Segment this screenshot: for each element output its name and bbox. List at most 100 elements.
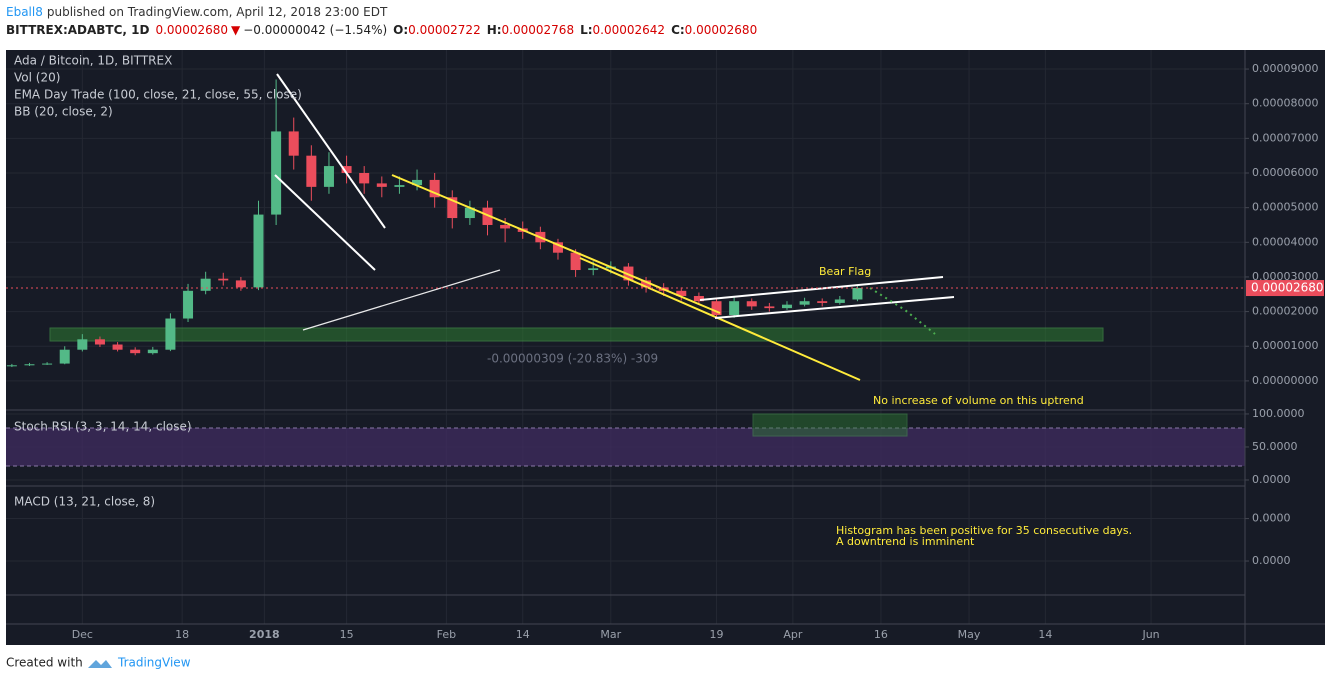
chart-area: [6, 50, 1325, 645]
h-val: 0.00002768: [502, 23, 575, 37]
c-label: C:: [671, 23, 685, 37]
candle-body: [271, 131, 282, 215]
candle-body: [165, 318, 176, 350]
footer-brand[interactable]: TradingView: [117, 656, 191, 670]
annotation: Bear Flag: [819, 265, 871, 278]
x-tick-label: Feb: [437, 628, 456, 641]
candle-body: [24, 364, 35, 366]
candle-body: [412, 179, 423, 186]
x-tick-label: 15: [340, 628, 354, 641]
pane-title: Stoch RSI (3, 3, 14, 14, close): [14, 420, 192, 434]
candle-body: [6, 365, 17, 367]
x-tick-label: May: [958, 628, 981, 641]
y-tick-label: 0.00000000: [1252, 374, 1318, 387]
candle-body: [253, 214, 264, 288]
candle-body: [59, 349, 70, 364]
candle-body: [729, 301, 740, 316]
candle-body: [799, 301, 810, 305]
y-tick-label: 0.00001000: [1252, 339, 1318, 352]
y-tick-label: 0.00002000: [1252, 305, 1318, 318]
y-tick-label: 0.00005000: [1252, 201, 1318, 214]
candle-body: [464, 207, 475, 219]
candle-body: [376, 183, 387, 187]
candle-body: [447, 197, 458, 219]
last: 0.00002680: [155, 23, 228, 37]
y-tick-label: 100.0000: [1252, 407, 1305, 420]
l-val: 0.00002642: [593, 23, 666, 37]
x-tick-label: 16: [874, 628, 888, 641]
candle-body: [359, 173, 370, 184]
candle-body: [42, 363, 53, 365]
x-tick-label: Jun: [1141, 628, 1159, 641]
trendline: [276, 73, 386, 229]
y-tick-label: 0.00003000: [1252, 270, 1318, 283]
header-line: Eball8 published on TradingView.com, Apri…: [6, 5, 388, 19]
candle-body: [570, 252, 581, 271]
footer-text: Created with: [6, 656, 83, 670]
y-tick-label: 0.0000: [1252, 473, 1291, 486]
trendline: [274, 174, 376, 271]
candle-body: [147, 349, 158, 354]
support-zone: [49, 327, 1104, 342]
measure: -0.00000309 (-20.83%) -309: [487, 352, 658, 366]
annotation: Histogram has been positive for 35 conse…: [836, 524, 1132, 537]
x-tick-label: 2018: [249, 628, 280, 641]
candle-body: [323, 166, 334, 187]
candle-body: [112, 344, 123, 350]
change: −0.00000042 (−1.54%): [243, 23, 387, 37]
candle-body: [94, 339, 105, 345]
o-val: 0.00002722: [408, 23, 481, 37]
l-label: L:: [580, 23, 592, 37]
y-tick-label: 50.0000: [1252, 440, 1298, 453]
y-tick-label: 0.00006000: [1252, 166, 1318, 179]
stoch-zone: [752, 413, 908, 437]
candle-body: [235, 280, 246, 288]
candle-body: [711, 301, 722, 316]
flag-line: [714, 296, 955, 319]
candle-body: [676, 290, 687, 297]
candle-body: [306, 155, 317, 187]
annotation: A downtrend is imminent: [836, 535, 975, 548]
c-val: 0.00002680: [685, 23, 758, 37]
candle-body: [500, 224, 511, 229]
logo: [88, 660, 112, 668]
candle-body: [200, 278, 211, 291]
annotation: No increase of volume on this uptrend: [873, 394, 1084, 407]
h-label: H:: [487, 23, 502, 37]
pane-title: Ada / Bitcoin, 1D, BITTREX: [14, 54, 172, 68]
y-tick-label: 0.00004000: [1252, 235, 1318, 248]
y-tick-label: 0.00007000: [1252, 131, 1318, 144]
trendline: [391, 174, 721, 314]
candle-body: [781, 304, 792, 309]
candle-body: [852, 288, 863, 300]
o-label: O:: [393, 23, 408, 37]
author[interactable]: Eball8: [6, 5, 43, 19]
x-tick-label: Dec: [72, 628, 93, 641]
indicator: EMA Day Trade (100, close, 21, close, 55…: [14, 88, 302, 102]
ema-line: [302, 269, 501, 331]
x-tick-label: 14: [1038, 628, 1052, 641]
candle-body: [693, 296, 704, 302]
x-tick-label: Mar: [600, 628, 621, 641]
y-tick-label: 0.0000: [1252, 512, 1291, 525]
indicator: Vol (20): [14, 71, 60, 85]
candle-body: [218, 278, 229, 281]
candle-body: [817, 301, 828, 303]
x-tick-label: 19: [710, 628, 724, 641]
candle-body: [288, 131, 299, 156]
candle-body: [130, 349, 141, 354]
indicator: BB (20, close, 2): [14, 105, 113, 119]
trendline: [579, 257, 861, 381]
projection: [869, 287, 936, 335]
symbol: BITTREX:ADABTC, 1D: [6, 23, 150, 37]
y-tick-label: 0.00008000: [1252, 97, 1318, 110]
last-price-label: 0.00002680: [1251, 281, 1324, 295]
x-tick-label: Apr: [783, 628, 803, 641]
y-tick-label: 0.00009000: [1252, 62, 1318, 75]
candle-body: [764, 306, 775, 309]
arrow: ▼: [231, 23, 241, 37]
y-tick-label: 0.0000: [1252, 554, 1291, 567]
candle-body: [834, 299, 845, 303]
